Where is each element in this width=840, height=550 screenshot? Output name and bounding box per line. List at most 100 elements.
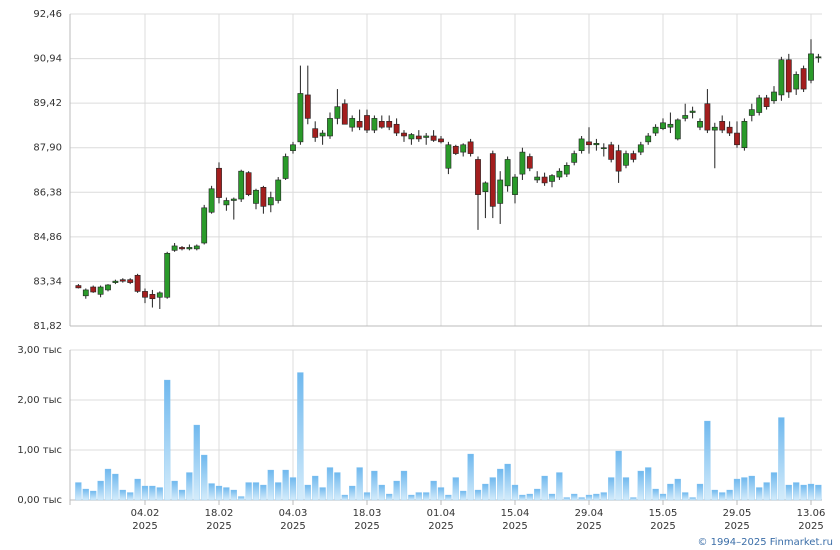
candle-body: [719, 121, 726, 131]
candle-body: [660, 122, 666, 129]
volume-bar: [186, 472, 193, 501]
x-tick-label: 29.05: [723, 508, 752, 519]
volume-bar: [504, 463, 511, 501]
x-tick-label: 01.04: [427, 508, 456, 519]
volume-bar: [807, 483, 815, 501]
candle-body: [393, 123, 400, 134]
candle-body: [216, 167, 222, 198]
volume-bar: [756, 487, 763, 501]
volume-bar: [341, 494, 348, 501]
candle-body: [364, 115, 370, 131]
candle-body: [778, 59, 785, 96]
volume-bar: [289, 477, 297, 501]
candle-body: [230, 198, 237, 201]
volume-bar: [127, 492, 134, 501]
candle-body: [445, 144, 452, 169]
volume-bar: [815, 484, 822, 501]
candle-body: [297, 93, 304, 143]
x-tick-year: 2025: [206, 521, 231, 532]
candle-body: [556, 170, 563, 178]
volume-bar: [770, 472, 778, 501]
volume-bar: [645, 467, 652, 501]
candle-body: [652, 126, 659, 134]
volume-bar: [238, 496, 245, 501]
x-tick-label: 13.06: [797, 508, 826, 519]
candle-body: [327, 118, 333, 137]
volume-bar: [252, 482, 260, 501]
y-tick-label: 3,00 тыс: [17, 345, 62, 356]
volume-bar: [178, 489, 186, 501]
candle-body: [452, 145, 459, 154]
volume-bar: [763, 482, 770, 501]
volume-bar: [378, 484, 385, 501]
volume-bar: [519, 494, 526, 501]
candle-body: [645, 135, 652, 143]
candle-body: [504, 159, 511, 187]
volume-bar: [741, 477, 748, 501]
volume-bar: [526, 493, 533, 501]
candle-body: [179, 247, 185, 250]
volume-bar: [164, 379, 171, 501]
candle-body: [423, 135, 430, 138]
candle-body: [748, 109, 755, 116]
volume-bar: [534, 488, 541, 501]
volume-bar: [386, 493, 393, 501]
volume-bar: [600, 492, 607, 501]
candle-body: [763, 97, 770, 107]
volume-bar: [349, 485, 356, 501]
candle-body: [586, 141, 592, 146]
volume-bar: [223, 487, 230, 501]
y-tick-label: 1,00 тыс: [17, 445, 62, 456]
volume-bar: [208, 483, 215, 501]
volume-bar: [571, 493, 578, 501]
volume-bar: [312, 475, 319, 501]
volume-bar: [659, 493, 667, 501]
candle-body: [460, 144, 467, 153]
y-tick-label: 86,38: [33, 187, 62, 198]
candle-body: [800, 68, 807, 90]
volume-bar: [800, 484, 807, 501]
candle-body: [771, 91, 777, 102]
x-tick-label: 15.05: [649, 508, 678, 519]
volume-bar: [489, 477, 496, 501]
candle-body: [526, 156, 533, 169]
candle-body: [253, 189, 259, 204]
volume-bar: [556, 472, 563, 501]
volume-bar: [430, 480, 437, 501]
x-tick-label: 29.04: [575, 508, 604, 519]
volume-bar: [726, 489, 733, 501]
y-tick-label: 83,34: [33, 276, 62, 287]
candle-body: [408, 134, 415, 140]
candle-body: [489, 153, 496, 207]
volume-bar: [608, 477, 615, 501]
candle-body: [164, 252, 171, 298]
volume-bar: [711, 489, 718, 501]
y-tick-label: 89,42: [33, 98, 62, 109]
volume-bar: [201, 454, 208, 501]
volume-bar: [778, 417, 785, 501]
volume-bar: [482, 483, 489, 501]
volume-bar: [415, 492, 422, 501]
volume-bar: [75, 482, 82, 501]
volume-bar: [245, 482, 252, 501]
volume-bar: [104, 468, 112, 501]
candle-body: [119, 279, 126, 282]
candle-body: [112, 280, 119, 283]
candle-body: [726, 126, 733, 134]
candle-body: [756, 97, 763, 113]
candle-body: [312, 128, 319, 138]
volume-bar: [141, 485, 149, 501]
y-tick-label: 0,00 тыс: [17, 495, 62, 506]
candle-body: [282, 156, 289, 179]
candle-body: [82, 289, 89, 297]
volume-bar: [82, 488, 89, 501]
volume-bar: [593, 493, 600, 501]
volume-bar: [371, 470, 378, 501]
volume-bar: [156, 487, 163, 501]
volume-bar: [719, 492, 726, 501]
candle-body: [674, 119, 681, 140]
x-tick-year: 2025: [280, 521, 305, 532]
candle-body: [245, 172, 252, 195]
volume-bar: [267, 469, 274, 501]
